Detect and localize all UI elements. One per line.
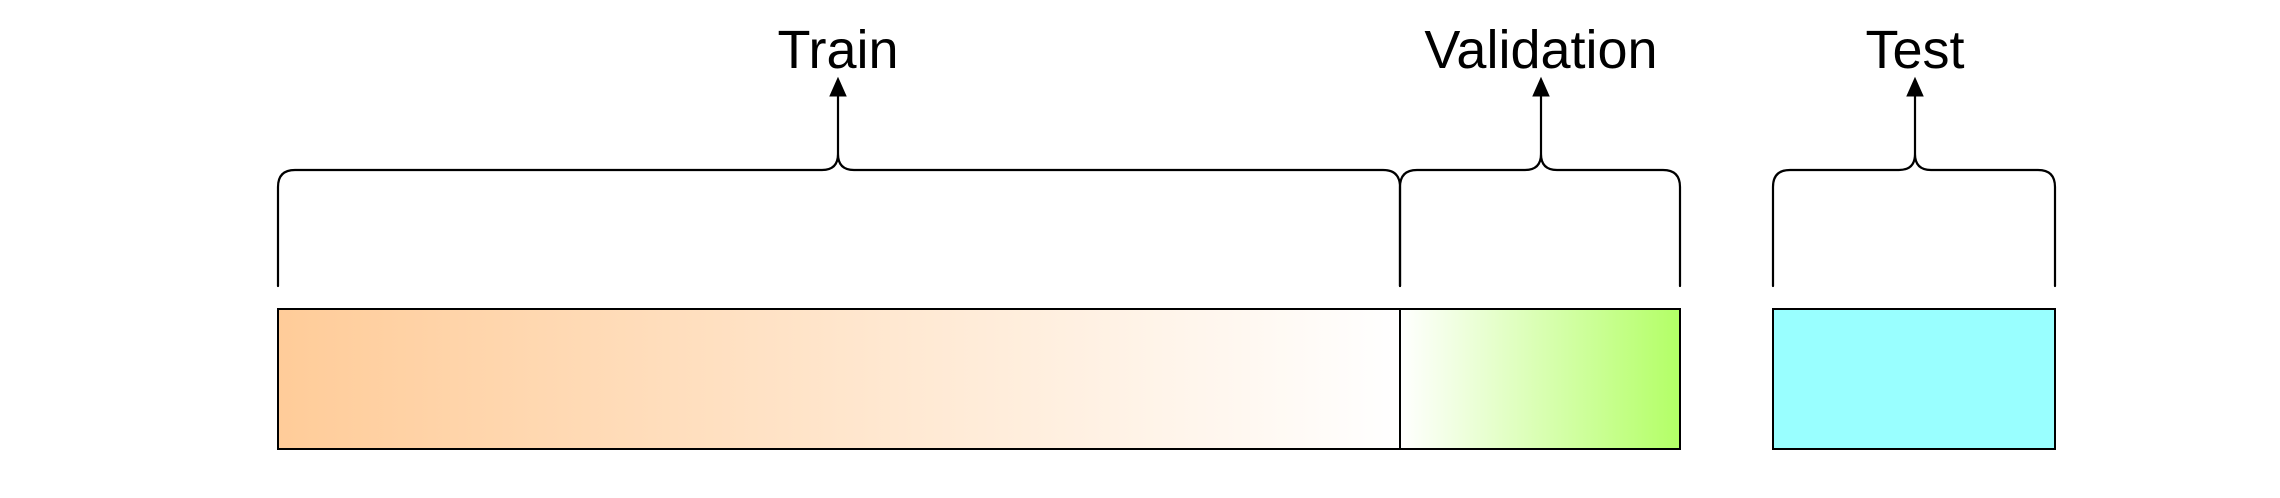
train-brace	[276, 152, 1402, 288]
train-group: Train	[276, 20, 1402, 450]
train-label: Train	[777, 20, 898, 80]
train-bar	[277, 308, 1401, 450]
train-arrow-icon	[829, 76, 847, 97]
test-bar	[1772, 308, 2056, 450]
test-brace	[1771, 152, 2057, 288]
validation-group: Validation	[1398, 20, 1682, 450]
validation-bar	[1399, 308, 1681, 450]
validation-brace	[1398, 152, 1682, 288]
validation-label: Validation	[1424, 20, 1657, 80]
test-label: Test	[1865, 20, 1964, 80]
validation-arrow-icon	[1532, 76, 1550, 97]
test-group: Test	[1771, 20, 2057, 450]
test-arrow-icon	[1906, 76, 1924, 97]
